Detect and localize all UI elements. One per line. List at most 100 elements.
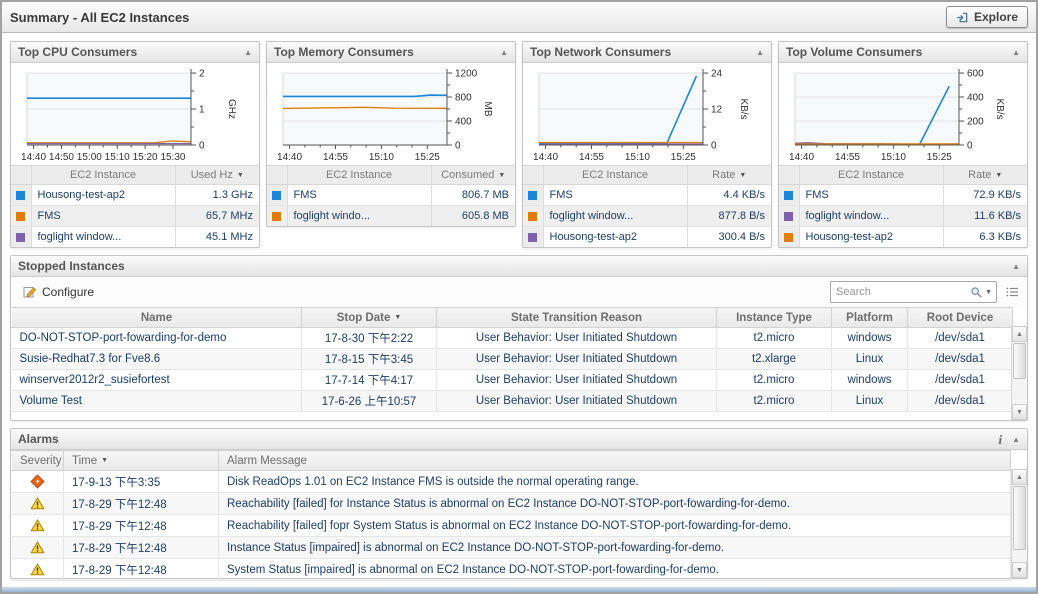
stopped-instances-toolbar: Configure ▼ bbox=[11, 277, 1027, 307]
consumer-row[interactable]: foglight windo... 605.8 MB bbox=[267, 205, 515, 226]
instance-column-header[interactable]: EC2 Instance bbox=[798, 165, 943, 185]
consumer-value: 45.1 MHz bbox=[174, 226, 259, 247]
vertical-scrollbar[interactable]: ▲ ▼ bbox=[1011, 326, 1027, 420]
column-header-root-device[interactable]: Root Device bbox=[907, 307, 1013, 328]
explore-button[interactable]: Explore bbox=[945, 6, 1028, 28]
panel-header: Top CPU Consumers ▲ bbox=[11, 42, 259, 63]
instance-column-header[interactable]: EC2 Instance bbox=[542, 165, 687, 185]
svg-text:400: 400 bbox=[967, 93, 984, 104]
instance-name[interactable]: Housong-test-ap2 bbox=[30, 184, 175, 206]
alarm-row[interactable]: 17-9-13 下午3:35 Disk ReadOps 1.01 on EC2 … bbox=[11, 470, 1011, 493]
instance-column-header[interactable]: EC2 Instance bbox=[286, 165, 431, 185]
warning-severity-icon[interactable] bbox=[30, 540, 45, 555]
svg-text:800: 800 bbox=[455, 93, 472, 104]
root-device: /dev/sda1 bbox=[907, 369, 1013, 391]
collapse-icon[interactable]: ▲ bbox=[500, 47, 508, 57]
swatch-column-header bbox=[11, 165, 31, 185]
info-icon[interactable]: i bbox=[998, 431, 1003, 447]
instance-name[interactable]: foglight window... bbox=[30, 226, 175, 247]
svg-text:2: 2 bbox=[199, 69, 205, 80]
warning-severity-icon[interactable] bbox=[30, 496, 45, 511]
column-header-platform[interactable]: Platform bbox=[831, 307, 908, 328]
alarm-row[interactable]: 17-8-29 下午12:48 Reachability [failed] fo… bbox=[11, 492, 1011, 515]
configure-button[interactable]: Configure bbox=[19, 283, 98, 301]
alarm-row[interactable]: 17-8-29 下午12:48 Reachability [failed] fo… bbox=[11, 514, 1011, 537]
consumer-row[interactable]: foglight window... 45.1 MHz bbox=[11, 226, 259, 247]
stopped-instance-row[interactable]: Volume Test 17-6-26 上午10:57 User Behavio… bbox=[11, 390, 1013, 412]
consumer-row[interactable]: foglight window... 877.8 B/s bbox=[523, 205, 771, 227]
column-header-time[interactable]: Time ▼ bbox=[63, 450, 219, 471]
scroll-up-button[interactable]: ▲ bbox=[1012, 326, 1027, 342]
collapse-icon[interactable]: ▲ bbox=[1012, 47, 1020, 57]
instance-name[interactable]: FMS bbox=[30, 205, 175, 227]
instance-name[interactable]: foglight window... bbox=[798, 205, 943, 227]
warning-severity-icon[interactable] bbox=[30, 518, 45, 533]
instance-name[interactable]: foglight windo... bbox=[286, 205, 431, 226]
warning-severity-icon[interactable] bbox=[30, 562, 45, 577]
critical-severity-icon[interactable] bbox=[30, 474, 45, 489]
instance-name[interactable]: FMS bbox=[798, 184, 943, 206]
stop-date: 17-8-30 下午2:22 bbox=[301, 327, 437, 349]
consumer-row[interactable]: FMS 65.7 MHz bbox=[11, 205, 259, 227]
instance-name-link[interactable]: DO-NOT-STOP-port-fowarding-for-demo bbox=[11, 327, 302, 349]
instance-name-link[interactable]: Volume Test bbox=[11, 390, 302, 412]
vertical-scrollbar[interactable]: ▲ ▼ bbox=[1011, 469, 1027, 578]
stopped-instance-row[interactable]: DO-NOT-STOP-port-fowarding-for-demo 17-8… bbox=[11, 327, 1013, 349]
alarm-row[interactable]: 17-8-29 下午12:48 System Status [impaired]… bbox=[11, 558, 1011, 581]
stopped-instance-row[interactable]: winserver2012r2_susiefortest 17-7-14 下午4… bbox=[11, 369, 1013, 391]
series-color-swatch bbox=[779, 205, 799, 227]
consumer-value: 877.8 B/s bbox=[686, 205, 771, 227]
instance-name[interactable]: FMS bbox=[542, 184, 687, 206]
instance-name-link[interactable]: Susie-Redhat7.3 for Fve8.6 bbox=[11, 348, 302, 370]
platform: Linux bbox=[831, 348, 908, 370]
series-color-swatch bbox=[523, 205, 543, 227]
collapse-icon[interactable]: ▲ bbox=[1012, 434, 1020, 444]
scroll-down-button[interactable]: ▼ bbox=[1012, 562, 1027, 578]
consumer-row[interactable]: FMS 4.4 KB/s bbox=[523, 184, 771, 206]
scrollbar-track[interactable] bbox=[1012, 342, 1027, 404]
value-column-header[interactable]: Rate ▼ bbox=[942, 165, 1027, 185]
instance-name[interactable]: foglight window... bbox=[542, 205, 687, 227]
alarm-row[interactable]: 17-8-29 下午12:48 Instance Status [impaire… bbox=[11, 536, 1011, 559]
svg-text:24: 24 bbox=[711, 69, 723, 80]
consumer-row[interactable]: Housong-test-ap2 6.3 KB/s bbox=[779, 226, 1027, 247]
alarm-message: Reachability [failed] for Instance Statu… bbox=[218, 492, 1011, 515]
svg-text:0: 0 bbox=[967, 141, 973, 152]
value-column-header[interactable]: Consumed ▼ bbox=[430, 165, 515, 185]
search-icon[interactable] bbox=[970, 286, 983, 299]
search-options-caret-icon[interactable]: ▼ bbox=[985, 288, 992, 296]
panel-title: Alarms bbox=[18, 432, 59, 446]
consumer-row[interactable]: FMS 806.7 MB bbox=[267, 184, 515, 206]
instance-name-link[interactable]: winserver2012r2_susiefortest bbox=[11, 369, 302, 391]
stopped-instance-row[interactable]: Susie-Redhat7.3 for Fve8.6 17-8-15 下午3:4… bbox=[11, 348, 1013, 370]
column-header-alarm-message[interactable]: Alarm Message bbox=[218, 450, 1011, 471]
value-column-header[interactable]: Rate ▼ bbox=[686, 165, 771, 185]
column-header-reason[interactable]: State Transition Reason bbox=[436, 307, 717, 328]
instance-column-header[interactable]: EC2 Instance bbox=[30, 165, 175, 185]
search-input[interactable] bbox=[831, 286, 971, 298]
stopped-instances-table-area: Name Stop Date ▼ State Transition Reason … bbox=[11, 307, 1027, 420]
stopped-instances-panel: Stopped Instances ▲ Configure bbox=[10, 255, 1028, 421]
collapse-icon[interactable]: ▲ bbox=[756, 47, 764, 57]
instance-name[interactable]: Housong-test-ap2 bbox=[542, 226, 687, 247]
scrollbar-thumb[interactable] bbox=[1013, 343, 1026, 380]
column-header-severity[interactable]: Severity bbox=[11, 450, 64, 471]
instance-name[interactable]: Housong-test-ap2 bbox=[798, 226, 943, 247]
consumer-row[interactable]: Housong-test-ap2 1.3 GHz bbox=[11, 184, 259, 206]
scrollbar-thumb[interactable] bbox=[1013, 486, 1026, 550]
scrollbar-track[interactable] bbox=[1012, 485, 1027, 562]
column-header-stop-date[interactable]: Stop Date ▼ bbox=[301, 307, 437, 328]
consumer-row[interactable]: FMS 72.9 KB/s bbox=[779, 184, 1027, 206]
column-header-name[interactable]: Name bbox=[11, 307, 302, 328]
scroll-up-button[interactable]: ▲ bbox=[1012, 469, 1027, 485]
collapse-icon[interactable]: ▲ bbox=[1012, 261, 1020, 271]
consumer-row[interactable]: Housong-test-ap2 300.4 B/s bbox=[523, 226, 771, 247]
collapse-icon[interactable]: ▲ bbox=[244, 47, 252, 57]
instance-name[interactable]: FMS bbox=[286, 184, 431, 206]
value-column-header[interactable]: Used Hz ▼ bbox=[174, 165, 259, 185]
consumer-row[interactable]: foglight window... 11.6 KB/s bbox=[779, 205, 1027, 227]
table-customizer-icon[interactable] bbox=[1005, 285, 1019, 299]
scroll-down-button[interactable]: ▼ bbox=[1012, 404, 1027, 420]
column-header-instance-type[interactable]: Instance Type bbox=[716, 307, 832, 328]
